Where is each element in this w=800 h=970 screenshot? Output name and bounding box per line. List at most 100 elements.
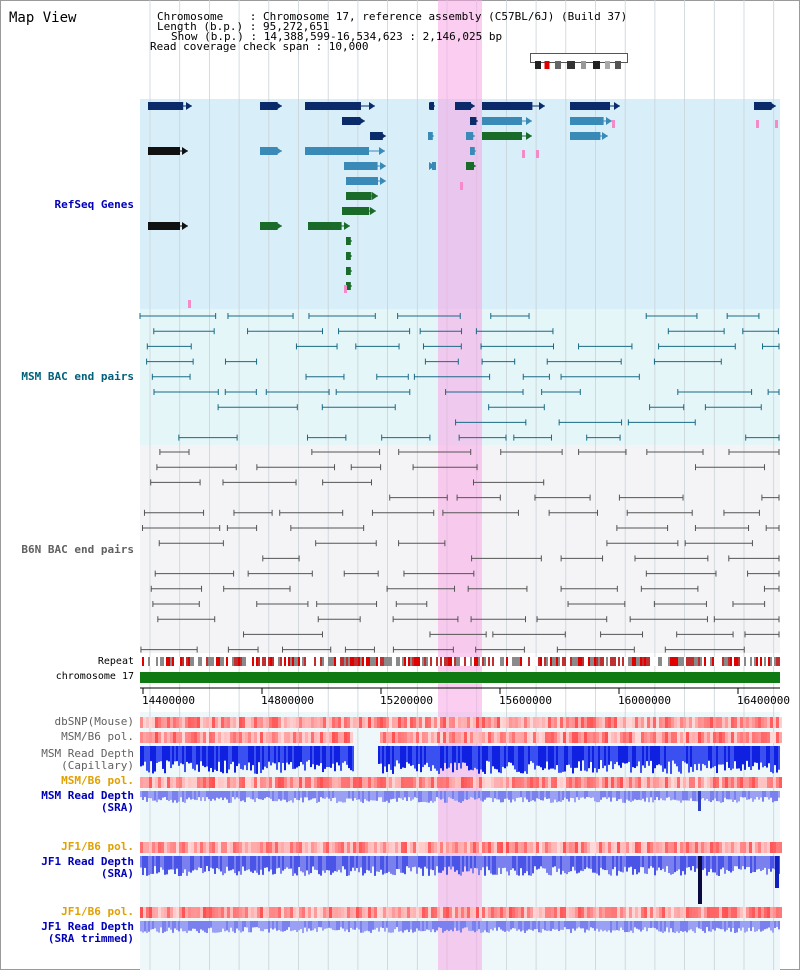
track-label-jf1-depth-sra[interactable]: JF1 Read Depth (SRA) xyxy=(41,855,134,880)
polymorphism-cell xyxy=(242,777,245,788)
polymorphism-cell xyxy=(206,777,209,788)
read-depth-bar xyxy=(686,856,688,868)
track-label-b6n-bac[interactable]: B6N BAC end pairs xyxy=(21,543,134,556)
read-depth-bar xyxy=(354,856,356,871)
repeat-segment xyxy=(768,657,770,666)
axis-tick-1: 14400000 xyxy=(142,694,195,707)
track-label-dbsnp[interactable]: dbSNP(Mouse) xyxy=(54,715,134,728)
polymorphism-cell xyxy=(506,777,509,788)
polymorphism-cell xyxy=(470,777,473,788)
read-depth-bar xyxy=(768,856,770,869)
read-depth-bar xyxy=(176,746,178,762)
read-depth-bar xyxy=(338,856,340,870)
polymorphism-cell xyxy=(470,717,473,728)
track-label-jf1-pol[interactable]: JF1/B6 pol. xyxy=(61,840,134,853)
polymorphism-cell xyxy=(254,842,257,853)
read-depth-bar xyxy=(610,746,612,762)
read-depth-bar xyxy=(584,856,586,870)
polymorphism-cell xyxy=(365,907,368,918)
polymorphism-cell xyxy=(233,717,236,728)
read-depth-bar xyxy=(482,791,484,802)
track-label-msm-pol-2[interactable]: MSM/B6 pol. xyxy=(61,774,134,787)
repeat-segment xyxy=(420,657,422,666)
repeat-segment xyxy=(522,657,524,666)
track-label-msm-depth-capillary[interactable]: MSM Read Depth (Capillary) xyxy=(41,747,134,772)
polymorphism-cell xyxy=(191,842,194,853)
read-depth-bar xyxy=(656,791,658,798)
read-depth-bar xyxy=(712,746,714,768)
polymorphism-cell xyxy=(215,732,218,743)
polymorphism-cell xyxy=(287,907,290,918)
polymorphism-cell xyxy=(587,907,590,918)
read-depth-bar xyxy=(318,856,320,875)
read-depth-bar xyxy=(540,746,542,768)
polymorphism-cell xyxy=(578,717,581,728)
read-depth-bar xyxy=(352,856,354,868)
polymorphism-cell xyxy=(581,717,584,728)
polymorphism-cell xyxy=(758,777,761,788)
read-depth-bar xyxy=(404,921,406,931)
read-depth-bar xyxy=(318,791,320,802)
polymorphism-cell xyxy=(746,842,749,853)
read-depth-bar xyxy=(218,746,220,762)
read-depth-bar xyxy=(742,856,744,867)
read-depth-bar xyxy=(222,746,224,774)
read-depth-bar xyxy=(568,746,570,765)
polymorphism-cell xyxy=(602,777,605,788)
read-depth-bar xyxy=(668,856,670,873)
read-depth-bar xyxy=(408,791,410,798)
repeat-segment xyxy=(412,657,414,666)
read-depth-bar xyxy=(228,921,230,933)
polymorphism-cell xyxy=(389,777,392,788)
read-depth-bar xyxy=(238,856,240,872)
track-label-refseq[interactable]: RefSeq Genes xyxy=(54,198,134,211)
read-depth-bar xyxy=(622,921,624,931)
polymorphism-cell xyxy=(278,732,281,743)
polymorphism-cell xyxy=(179,842,182,853)
read-depth-bar xyxy=(176,921,178,930)
polymorphism-cell xyxy=(545,732,548,743)
read-depth-bar xyxy=(766,921,768,929)
polymorphism-cell xyxy=(605,777,608,788)
read-depth-bar xyxy=(380,791,382,798)
read-depth-bar xyxy=(252,856,254,873)
read-depth-bar xyxy=(438,856,440,873)
repeat-segment xyxy=(434,657,436,666)
read-depth-bar xyxy=(406,746,408,763)
read-depth-bar xyxy=(320,856,322,876)
polymorphism-cell xyxy=(263,732,266,743)
track-label-msm-depth-sra[interactable]: MSM Read Depth (SRA) xyxy=(41,789,134,814)
repeat-segment xyxy=(462,657,464,666)
repeat-segment xyxy=(308,657,310,666)
polymorphism-cell xyxy=(494,907,497,918)
repeat-segment xyxy=(236,657,238,666)
polymorphism-cell xyxy=(467,842,470,853)
track-label-msm-pol[interactable]: MSM/B6 pol. xyxy=(61,730,134,743)
polymorphism-cell xyxy=(620,732,623,743)
read-depth-bar xyxy=(710,791,712,803)
track-label-jf1-depth-trimmed[interactable]: JF1 Read Depth (SRA trimmed) xyxy=(41,920,134,945)
polymorphism-cell xyxy=(773,717,776,728)
chromosome-ideogram[interactable] xyxy=(530,53,628,70)
track-label-jf1-pol-2[interactable]: JF1/B6 pol. xyxy=(61,905,134,918)
read-depth-bar xyxy=(418,791,420,803)
polymorphism-cell xyxy=(770,842,773,853)
polymorphism-cell xyxy=(308,717,311,728)
read-depth-bar xyxy=(622,856,624,873)
track-label-msm-bac[interactable]: MSM BAC end pairs xyxy=(21,370,134,383)
read-depth-bar xyxy=(404,746,406,768)
read-depth-bar xyxy=(618,746,620,766)
read-depth-bar xyxy=(452,791,454,799)
polymorphism-cell xyxy=(521,732,524,743)
polymorphism-cell xyxy=(668,842,671,853)
polymorphism-cell xyxy=(608,732,611,743)
selected-region-highlight[interactable] xyxy=(438,0,482,970)
read-depth-bar xyxy=(676,791,678,801)
read-depth-bar xyxy=(314,791,316,799)
polymorphism-cell xyxy=(254,777,257,788)
read-depth-bar xyxy=(418,746,420,765)
polymorphism-cell xyxy=(608,777,611,788)
read-depth-bar xyxy=(144,746,146,762)
read-depth-bar xyxy=(234,791,236,800)
